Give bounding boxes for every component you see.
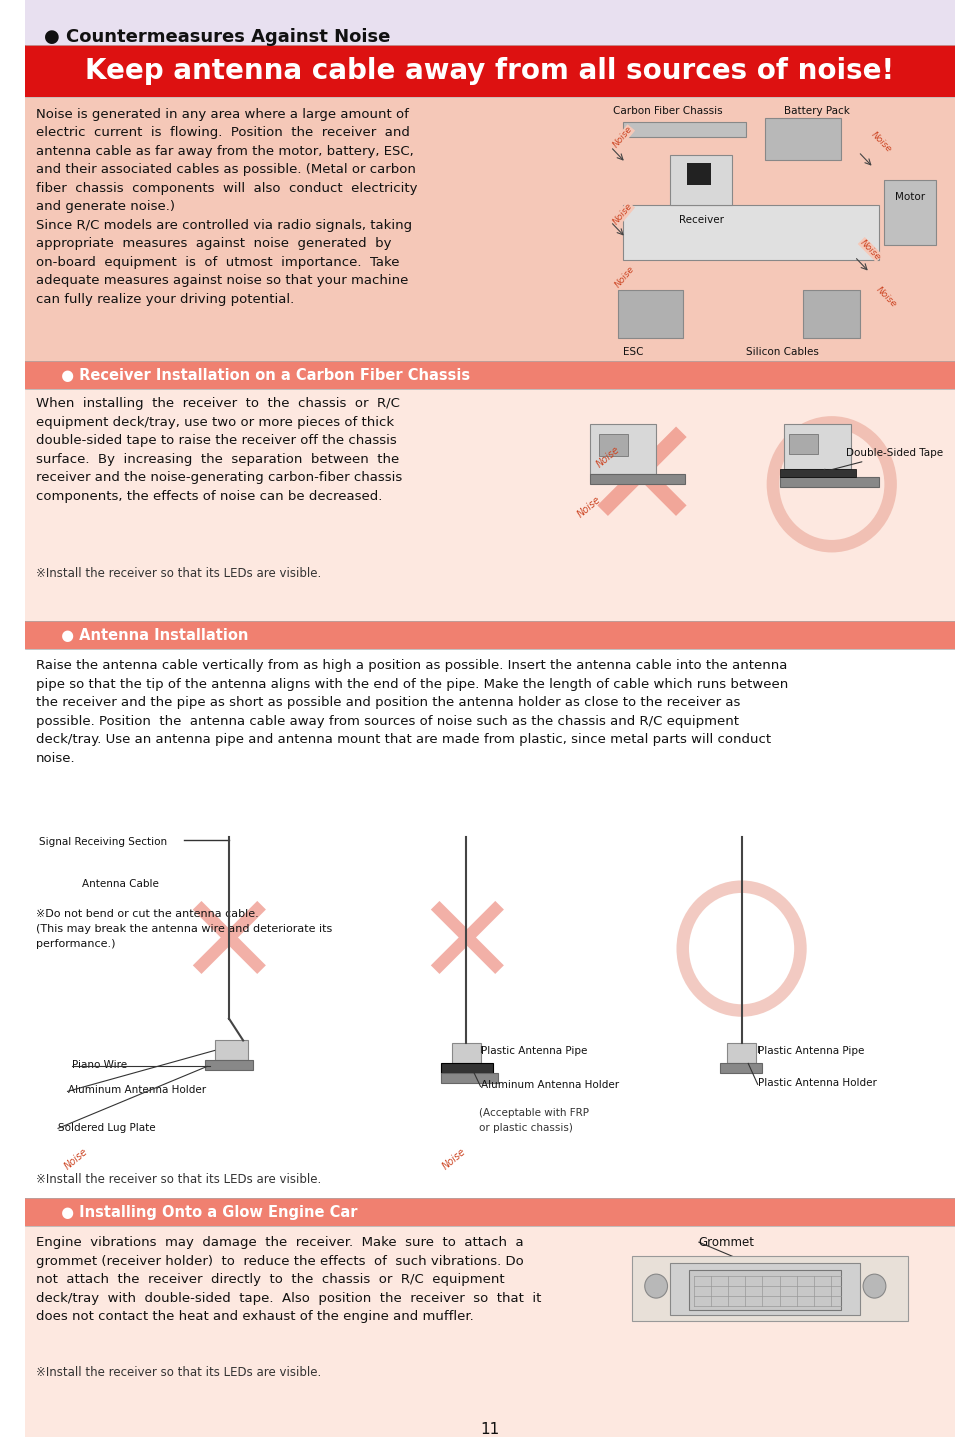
Text: ※Install the receiver so that its LEDs are visible.: ※Install the receiver so that its LEDs a…: [36, 1366, 321, 1379]
Text: Piano Wire: Piano Wire: [73, 1061, 127, 1071]
Text: or plastic chassis): or plastic chassis): [478, 1124, 572, 1134]
Text: ✕: ✕: [176, 888, 281, 1009]
Text: ● Countermeasures Against Noise: ● Countermeasures Against Noise: [44, 27, 390, 46]
Bar: [24, 96, 956, 361]
Text: Noise: Noise: [613, 265, 636, 289]
Text: Aluminum Antenna Holder: Aluminum Antenna Holder: [68, 1085, 206, 1095]
Bar: [24, 622, 956, 649]
Text: Plastic Antenna Holder: Plastic Antenna Holder: [758, 1078, 876, 1088]
Text: ESC: ESC: [623, 347, 644, 357]
Bar: [789, 435, 817, 455]
Bar: [590, 425, 657, 475]
Bar: [779, 478, 879, 488]
Text: Carbon Fiber Chassis: Carbon Fiber Chassis: [613, 106, 723, 117]
Text: Noise: Noise: [612, 125, 634, 150]
Bar: [24, 1226, 956, 1438]
Text: ✕: ✕: [414, 888, 518, 1009]
Bar: [784, 425, 851, 469]
Text: 11: 11: [480, 1422, 500, 1438]
Text: Double-Sided Tape: Double-Sided Tape: [821, 449, 943, 473]
Bar: [779, 469, 856, 478]
Text: Noise: Noise: [612, 201, 634, 227]
Text: Plastic Antenna Pipe: Plastic Antenna Pipe: [758, 1046, 864, 1056]
Text: ● Receiver Installation on a Carbon Fiber Chassis: ● Receiver Installation on a Carbon Fibe…: [51, 368, 470, 383]
Bar: [441, 1073, 498, 1084]
Bar: [215, 1040, 248, 1061]
Text: ✕: ✕: [578, 410, 706, 558]
Text: Noise: Noise: [595, 445, 621, 469]
Text: Keep antenna cable away from all sources of noise!: Keep antenna cable away from all sources…: [85, 58, 895, 85]
Text: ● Installing Onto a Glow Engine Car: ● Installing Onto a Glow Engine Car: [51, 1204, 358, 1220]
Text: ※Install the receiver so that its LEDs are visible.: ※Install the receiver so that its LEDs a…: [36, 567, 321, 580]
Bar: [599, 435, 627, 456]
Text: Motor: Motor: [895, 191, 925, 201]
Bar: [24, 649, 956, 1338]
Bar: [24, 1368, 956, 1438]
Bar: [24, 1199, 956, 1226]
Text: Noise: Noise: [874, 285, 899, 309]
Bar: [689, 1271, 841, 1309]
Text: performance.): performance.): [36, 938, 116, 948]
Bar: [804, 289, 860, 338]
Circle shape: [645, 1274, 667, 1298]
Text: Receiver: Receiver: [679, 214, 724, 224]
Text: (Acceptable with FRP: (Acceptable with FRP: [478, 1108, 589, 1118]
Bar: [452, 1043, 480, 1063]
Bar: [24, 390, 956, 625]
Circle shape: [863, 1274, 886, 1298]
Text: Noise is generated in any area where a large amount of
electric  current  is  fl: Noise is generated in any area where a l…: [36, 108, 417, 307]
Text: Noise: Noise: [869, 130, 894, 154]
Bar: [585, 99, 951, 357]
Text: Engine  vibrations  may  damage  the  receiver.  Make  sure  to  attach  a
gromm: Engine vibrations may damage the receive…: [36, 1236, 542, 1324]
Bar: [623, 122, 747, 137]
Text: Antenna Cable: Antenna Cable: [81, 879, 159, 889]
Text: Noise: Noise: [441, 1147, 467, 1171]
Text: Silicon Cables: Silicon Cables: [747, 347, 819, 357]
Bar: [884, 180, 936, 245]
Text: Soldered Lug Plate: Soldered Lug Plate: [58, 1124, 156, 1134]
Bar: [632, 1256, 907, 1321]
Text: When  installing  the  receiver  to  the  chassis  or  R/C
equipment deck/tray, : When installing the receiver to the chas…: [36, 397, 403, 502]
Bar: [765, 118, 841, 160]
Bar: [205, 1061, 253, 1071]
Text: Aluminum Antenna Holder: Aluminum Antenna Holder: [480, 1081, 618, 1091]
Text: ● Antenna Installation: ● Antenna Installation: [51, 627, 249, 643]
Text: Noise: Noise: [858, 237, 882, 262]
Bar: [590, 475, 685, 485]
Bar: [670, 155, 732, 204]
Text: Noise: Noise: [63, 1147, 90, 1171]
Text: ※Do not bend or cut the antenna cable.: ※Do not bend or cut the antenna cable.: [36, 908, 259, 918]
Text: Signal Receiving Section: Signal Receiving Section: [39, 836, 171, 846]
Text: (This may break the antenna wire and deteriorate its: (This may break the antenna wire and det…: [36, 924, 332, 934]
Bar: [670, 1263, 860, 1315]
Text: Raise the antenna cable vertically from as high a position as possible. Insert t: Raise the antenna cable vertically from …: [36, 659, 789, 764]
Bar: [24, 361, 956, 390]
Text: Noise: Noise: [575, 494, 603, 519]
Text: Plastic Antenna Pipe: Plastic Antenna Pipe: [480, 1046, 587, 1056]
Bar: [719, 1063, 762, 1073]
Bar: [618, 289, 683, 338]
Bar: [441, 1063, 493, 1073]
Bar: [727, 1043, 756, 1063]
Bar: [623, 204, 879, 259]
Text: Grommet: Grommet: [699, 1236, 755, 1249]
Text: ※Install the receiver so that its LEDs are visible.: ※Install the receiver so that its LEDs a…: [36, 1173, 321, 1186]
Bar: [687, 163, 711, 184]
Text: Battery Pack: Battery Pack: [784, 106, 851, 117]
Bar: [24, 45, 956, 96]
Bar: [24, 0, 956, 45]
